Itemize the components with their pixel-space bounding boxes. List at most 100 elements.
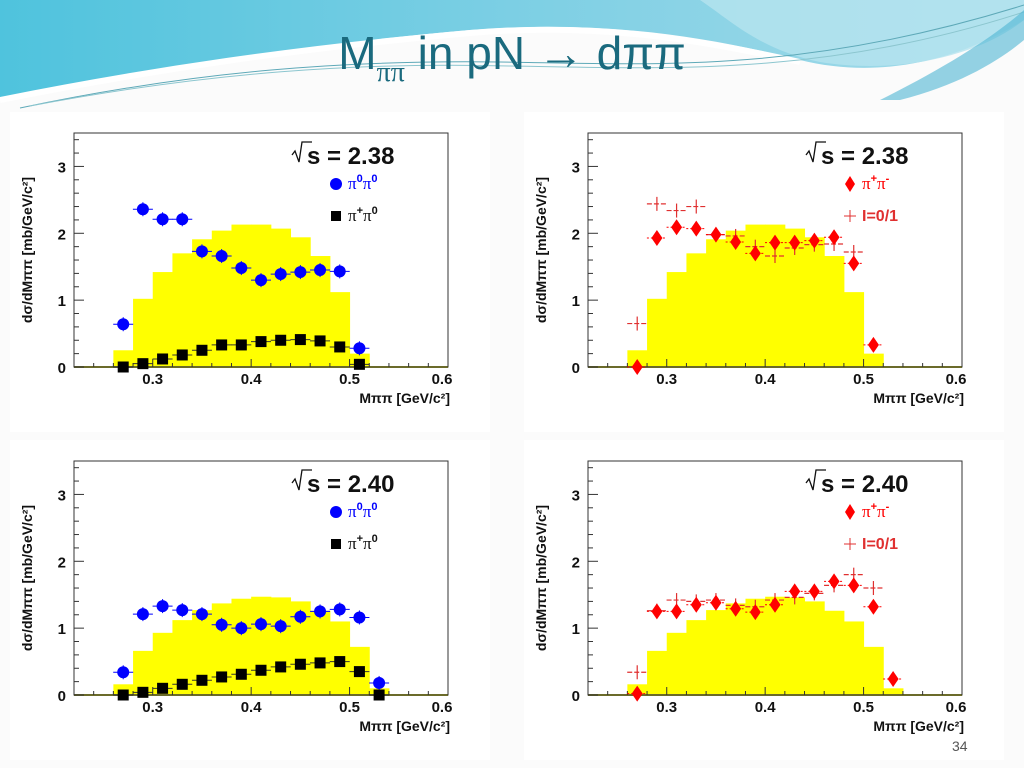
data-point-circle <box>294 266 307 279</box>
legend-label: I=0/1 <box>862 536 898 553</box>
histogram-bin <box>133 650 154 695</box>
histogram-bin <box>211 230 232 367</box>
y-tick-label: 3 <box>58 159 66 176</box>
legend-entry: π+π0 <box>331 205 378 225</box>
data-point-square <box>334 341 346 353</box>
x-tick-label: 0.6 <box>946 371 967 388</box>
y-tick-label: 1 <box>572 293 580 310</box>
data-point-diamond <box>828 573 840 590</box>
histogram-bin <box>192 610 213 695</box>
legend-circle-icon <box>330 178 342 190</box>
data-point-diamond <box>808 583 820 600</box>
x-tick-label: 0.3 <box>656 371 677 388</box>
plot-panel-top-left: 0 1 2 3 0.3 0.4 0.5 0.6 Mππ [GeV/c²] dσ/dMππ [mb/… <box>10 112 490 432</box>
histogram-bin <box>270 597 292 695</box>
legend-label-mid: π <box>363 534 372 553</box>
data-point-square <box>294 658 306 670</box>
legend-label-sup: 0 <box>357 501 363 513</box>
data-point-diamond <box>690 596 702 613</box>
legend-label-base: π <box>348 502 357 521</box>
legend-label-base: π <box>862 174 871 193</box>
y-tick-label: 2 <box>572 554 580 571</box>
x-tick-label: 0.3 <box>656 699 677 716</box>
legend-label-sup: 0 <box>357 173 363 185</box>
series-diamond <box>627 573 904 702</box>
data-point-square <box>314 335 326 347</box>
data-point-diamond <box>887 670 899 687</box>
histogram-bin <box>804 237 825 367</box>
y-tick-label: 0 <box>572 688 580 705</box>
y-axis-label: dσ/dMππ [mb/GeV/c²] <box>533 177 549 323</box>
data-point-circle <box>235 262 248 275</box>
legend-label: π+π0 <box>348 533 378 553</box>
legend-label-mid: π <box>363 174 372 193</box>
data-point-circle <box>294 610 307 623</box>
data-point-square <box>353 358 365 370</box>
data-point-diamond <box>789 583 801 600</box>
legend-label: π+π- <box>862 173 890 193</box>
data-point-diamond <box>710 226 722 243</box>
title-main: M <box>338 27 377 79</box>
x-axis-label: Mππ [GeV/c²] <box>359 718 450 734</box>
histogram-bin <box>231 224 252 367</box>
y-tick-label: 2 <box>58 554 66 571</box>
histogram-bin <box>329 292 351 367</box>
energy-annotation: s = 2.38 <box>821 143 908 170</box>
legend-entry: I=0/1 <box>844 208 898 225</box>
data-point-square <box>176 678 188 690</box>
histogram-bin <box>686 253 707 367</box>
data-point-circle <box>176 604 189 617</box>
data-point-circle <box>314 264 327 277</box>
legend-label-sup: + <box>871 501 877 513</box>
data-point-diamond <box>789 234 801 251</box>
legend-square-icon <box>331 539 341 549</box>
data-point-diamond <box>690 220 702 237</box>
data-point-square <box>137 686 149 698</box>
legend-label-mid: π <box>363 206 372 225</box>
x-axis-label: Mππ [GeV/c²] <box>873 718 964 734</box>
histogram-bin <box>310 610 331 695</box>
data-point-diamond <box>808 232 820 249</box>
data-point-diamond <box>671 219 683 236</box>
sqrt-symbol-icon <box>291 141 312 163</box>
data-point-circle <box>195 608 208 621</box>
data-point-circle <box>136 203 149 216</box>
series-diamond <box>627 219 884 375</box>
data-point-square <box>117 361 129 373</box>
histogram-bin <box>666 632 687 695</box>
x-axis-label: Mππ [GeV/c²] <box>873 390 964 406</box>
y-tick-label: 2 <box>58 226 66 243</box>
series-circle <box>113 202 370 356</box>
legend-label-base: I=0/1 <box>862 536 898 553</box>
series-circle <box>113 599 390 690</box>
chart-bottom-left: 0 1 2 3 0.3 0.4 0.5 0.6 Mππ [GeV/c²] dσ/dMππ [mb/… <box>19 460 452 734</box>
data-point-circle <box>156 213 169 226</box>
data-point-circle <box>353 611 366 624</box>
histogram-bin <box>843 292 865 367</box>
legend-label: π0π0 <box>348 173 377 193</box>
data-point-square <box>196 344 208 356</box>
y-tick-label: 3 <box>58 487 66 504</box>
histogram-bin <box>804 601 825 695</box>
histogram-bin <box>251 224 272 367</box>
data-point-diamond <box>769 234 781 251</box>
data-point-circle <box>274 268 287 281</box>
data-point-circle <box>195 245 208 258</box>
data-point-square <box>275 661 287 673</box>
data-point-circle <box>255 274 267 287</box>
data-point-circle <box>373 676 386 689</box>
histogram-bin <box>290 237 311 367</box>
series-square <box>113 656 390 701</box>
data-point-square <box>137 358 149 370</box>
legend-diamond-icon <box>845 176 855 192</box>
histogram-bin <box>686 620 707 695</box>
data-point-circle <box>176 213 189 226</box>
energy-annotation: s = 2.40 <box>307 471 394 498</box>
histogram-bin <box>745 224 766 367</box>
data-point-diamond <box>631 685 643 702</box>
histogram-bin <box>647 298 668 367</box>
legend-label-base: π <box>348 534 357 553</box>
data-point-square <box>373 689 385 701</box>
data-point-diamond <box>651 603 663 620</box>
data-point-square <box>255 664 267 676</box>
